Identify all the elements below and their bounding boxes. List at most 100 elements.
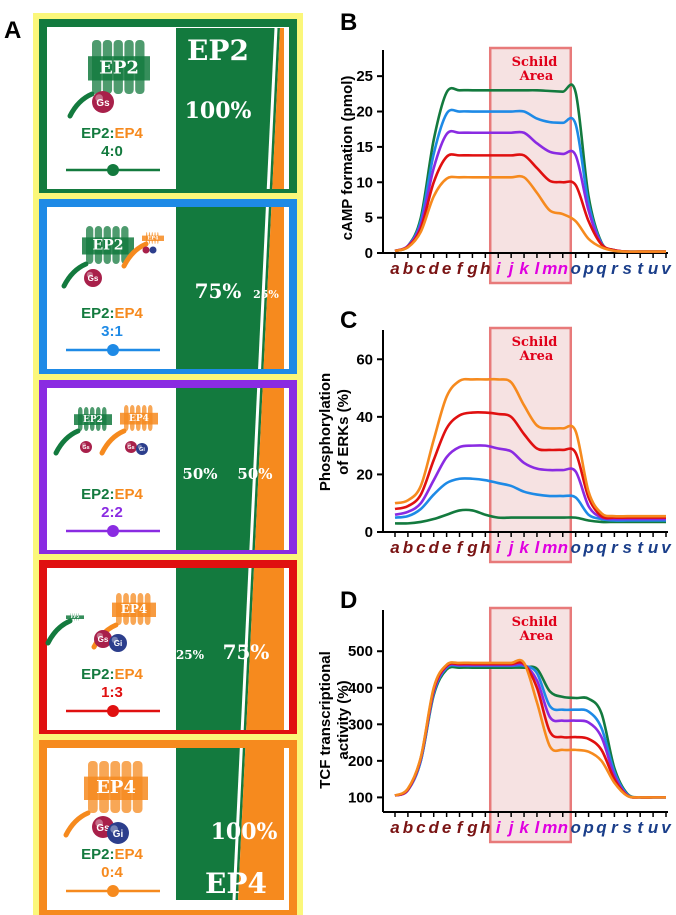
x-tick-label: j — [507, 538, 515, 557]
ratio-title-ep2: EP2 — [81, 486, 109, 503]
x-tick-label: c — [416, 259, 426, 278]
series-line — [394, 658, 666, 799]
receptor-label: EP4 — [129, 414, 149, 424]
y-tick-label: 60 — [356, 351, 373, 368]
panel-letter-c: C — [340, 307, 357, 334]
ratio-slider-knob — [107, 344, 119, 356]
y-tick-label: 20 — [356, 466, 373, 483]
x-tick-label: m — [542, 259, 557, 278]
receptor-label: EP4 — [121, 602, 148, 616]
ep4-receptor-icon: EP4 — [91, 593, 156, 650]
ratio-title-sep: : — [110, 305, 115, 322]
x-tick-label: n — [558, 538, 568, 557]
ratio-title-sep: : — [110, 486, 115, 503]
x-tick-label: q — [596, 818, 607, 837]
ratio-slider-knob — [107, 525, 119, 537]
x-tick-label: t — [637, 818, 644, 837]
ep4-percent: 50% — [237, 465, 272, 483]
gs-protein-icon: Gs — [92, 91, 114, 113]
ratio-title-ep4: EP4 — [115, 486, 144, 503]
panel-letter-d: D — [340, 587, 357, 614]
ratio-title-ep4: EP4 — [115, 305, 144, 322]
x-tick-label: t — [637, 538, 644, 557]
ep2-percent: 75% — [195, 279, 242, 303]
g-protein-label: Gi — [113, 829, 124, 840]
ratio-slider-knob — [107, 164, 119, 176]
row-glow — [33, 734, 303, 915]
ratio-title: EP2:EP4 — [81, 846, 143, 863]
series-line — [394, 477, 666, 522]
ratio-title: EP2:EP4 — [81, 486, 143, 503]
g-protein-label: Gs — [82, 445, 89, 451]
y-tick-label: 200 — [348, 753, 373, 770]
schild-label-line1: Schild — [512, 335, 558, 350]
x-tick-label: s — [623, 538, 632, 557]
y-tick-label: 25 — [356, 68, 373, 85]
series-line — [394, 508, 666, 525]
y-axis-label: Phosphorylationof ERKs (%) — [317, 373, 352, 491]
ratio-slider-knob — [107, 705, 119, 717]
x-tick-label: e — [442, 259, 451, 278]
ep4-percent: 25% — [253, 288, 279, 301]
y-tick-label: 10 — [356, 174, 373, 191]
x-tick-label: r — [611, 538, 619, 557]
g-protein-label: Gs — [127, 445, 134, 451]
schild-area — [488, 326, 573, 564]
ratio-title-ep2: EP2 — [81, 305, 109, 322]
x-tick-label: m — [542, 818, 557, 837]
ep4-footer-label: EP4 — [205, 867, 267, 900]
y-axis-label: TCF transcriptionalactivity (%) — [317, 651, 352, 789]
receptor-label: EP4 — [96, 777, 136, 798]
y-tick-label: 0 — [365, 245, 373, 262]
gs-protein-icon: Gs — [94, 630, 112, 648]
ratio-title-ep2: EP2 — [81, 125, 109, 142]
x-tick-label: d — [429, 259, 440, 278]
y-tick-label: 5 — [365, 210, 373, 227]
ep4-percent: 100% — [211, 819, 278, 845]
x-tick-label: l — [535, 818, 541, 837]
x-tick-label: k — [519, 259, 530, 278]
receptor-label: EP2 — [71, 614, 80, 619]
schild-label-line2: Area — [519, 69, 554, 84]
row-frame — [39, 740, 297, 915]
ep2-receptor-icon: EP2 — [53, 407, 112, 456]
y-tick-label: 15 — [356, 139, 373, 156]
ratio-title: EP2:EP4 — [81, 125, 143, 142]
x-tick-label: e — [442, 818, 451, 837]
gs-protein-icon: Gs — [125, 441, 137, 453]
x-tick-label: u — [648, 538, 659, 557]
x-tick-label: r — [611, 818, 619, 837]
x-tick-label: a — [390, 538, 399, 557]
x-tick-label: l — [535, 259, 541, 278]
schild-label-line1: Schild — [512, 55, 558, 70]
y-tick-label: 500 — [348, 643, 373, 660]
gi-protein-icon: Gi — [107, 822, 129, 844]
x-tick-label: f — [457, 259, 465, 278]
x-tick-label: g — [466, 259, 478, 278]
x-tick-label: p — [582, 818, 593, 837]
ep2-receptor-icon: EP2 — [61, 226, 134, 289]
ratio-title-sep: : — [110, 666, 115, 683]
ep2-percent: 50% — [182, 465, 217, 483]
ep2-header-label: EP2 — [187, 34, 249, 67]
x-tick-label: v — [661, 259, 672, 278]
x-tick-label: h — [480, 259, 490, 278]
x-tick-label: f — [457, 538, 465, 557]
ep2-percent: 25% — [176, 648, 205, 662]
y-tick-label: 300 — [348, 716, 373, 733]
x-tick-label: q — [596, 538, 607, 557]
x-tick-label: g — [466, 818, 478, 837]
g-protein-label: Gi — [139, 447, 145, 453]
ratio-rows: EP2GsEP2:EP44:0100%EP2GsEP4EP2:EP43:175%… — [33, 13, 303, 915]
ratio-title-ep2: EP2 — [81, 666, 109, 683]
ratio-title-sep: : — [110, 846, 115, 863]
x-tick-label: v — [661, 818, 672, 837]
x-tick-label: t — [637, 259, 644, 278]
series-line — [394, 377, 666, 518]
ep2-receptor-icon: EP2 — [45, 613, 84, 646]
x-tick-label: n — [558, 259, 568, 278]
